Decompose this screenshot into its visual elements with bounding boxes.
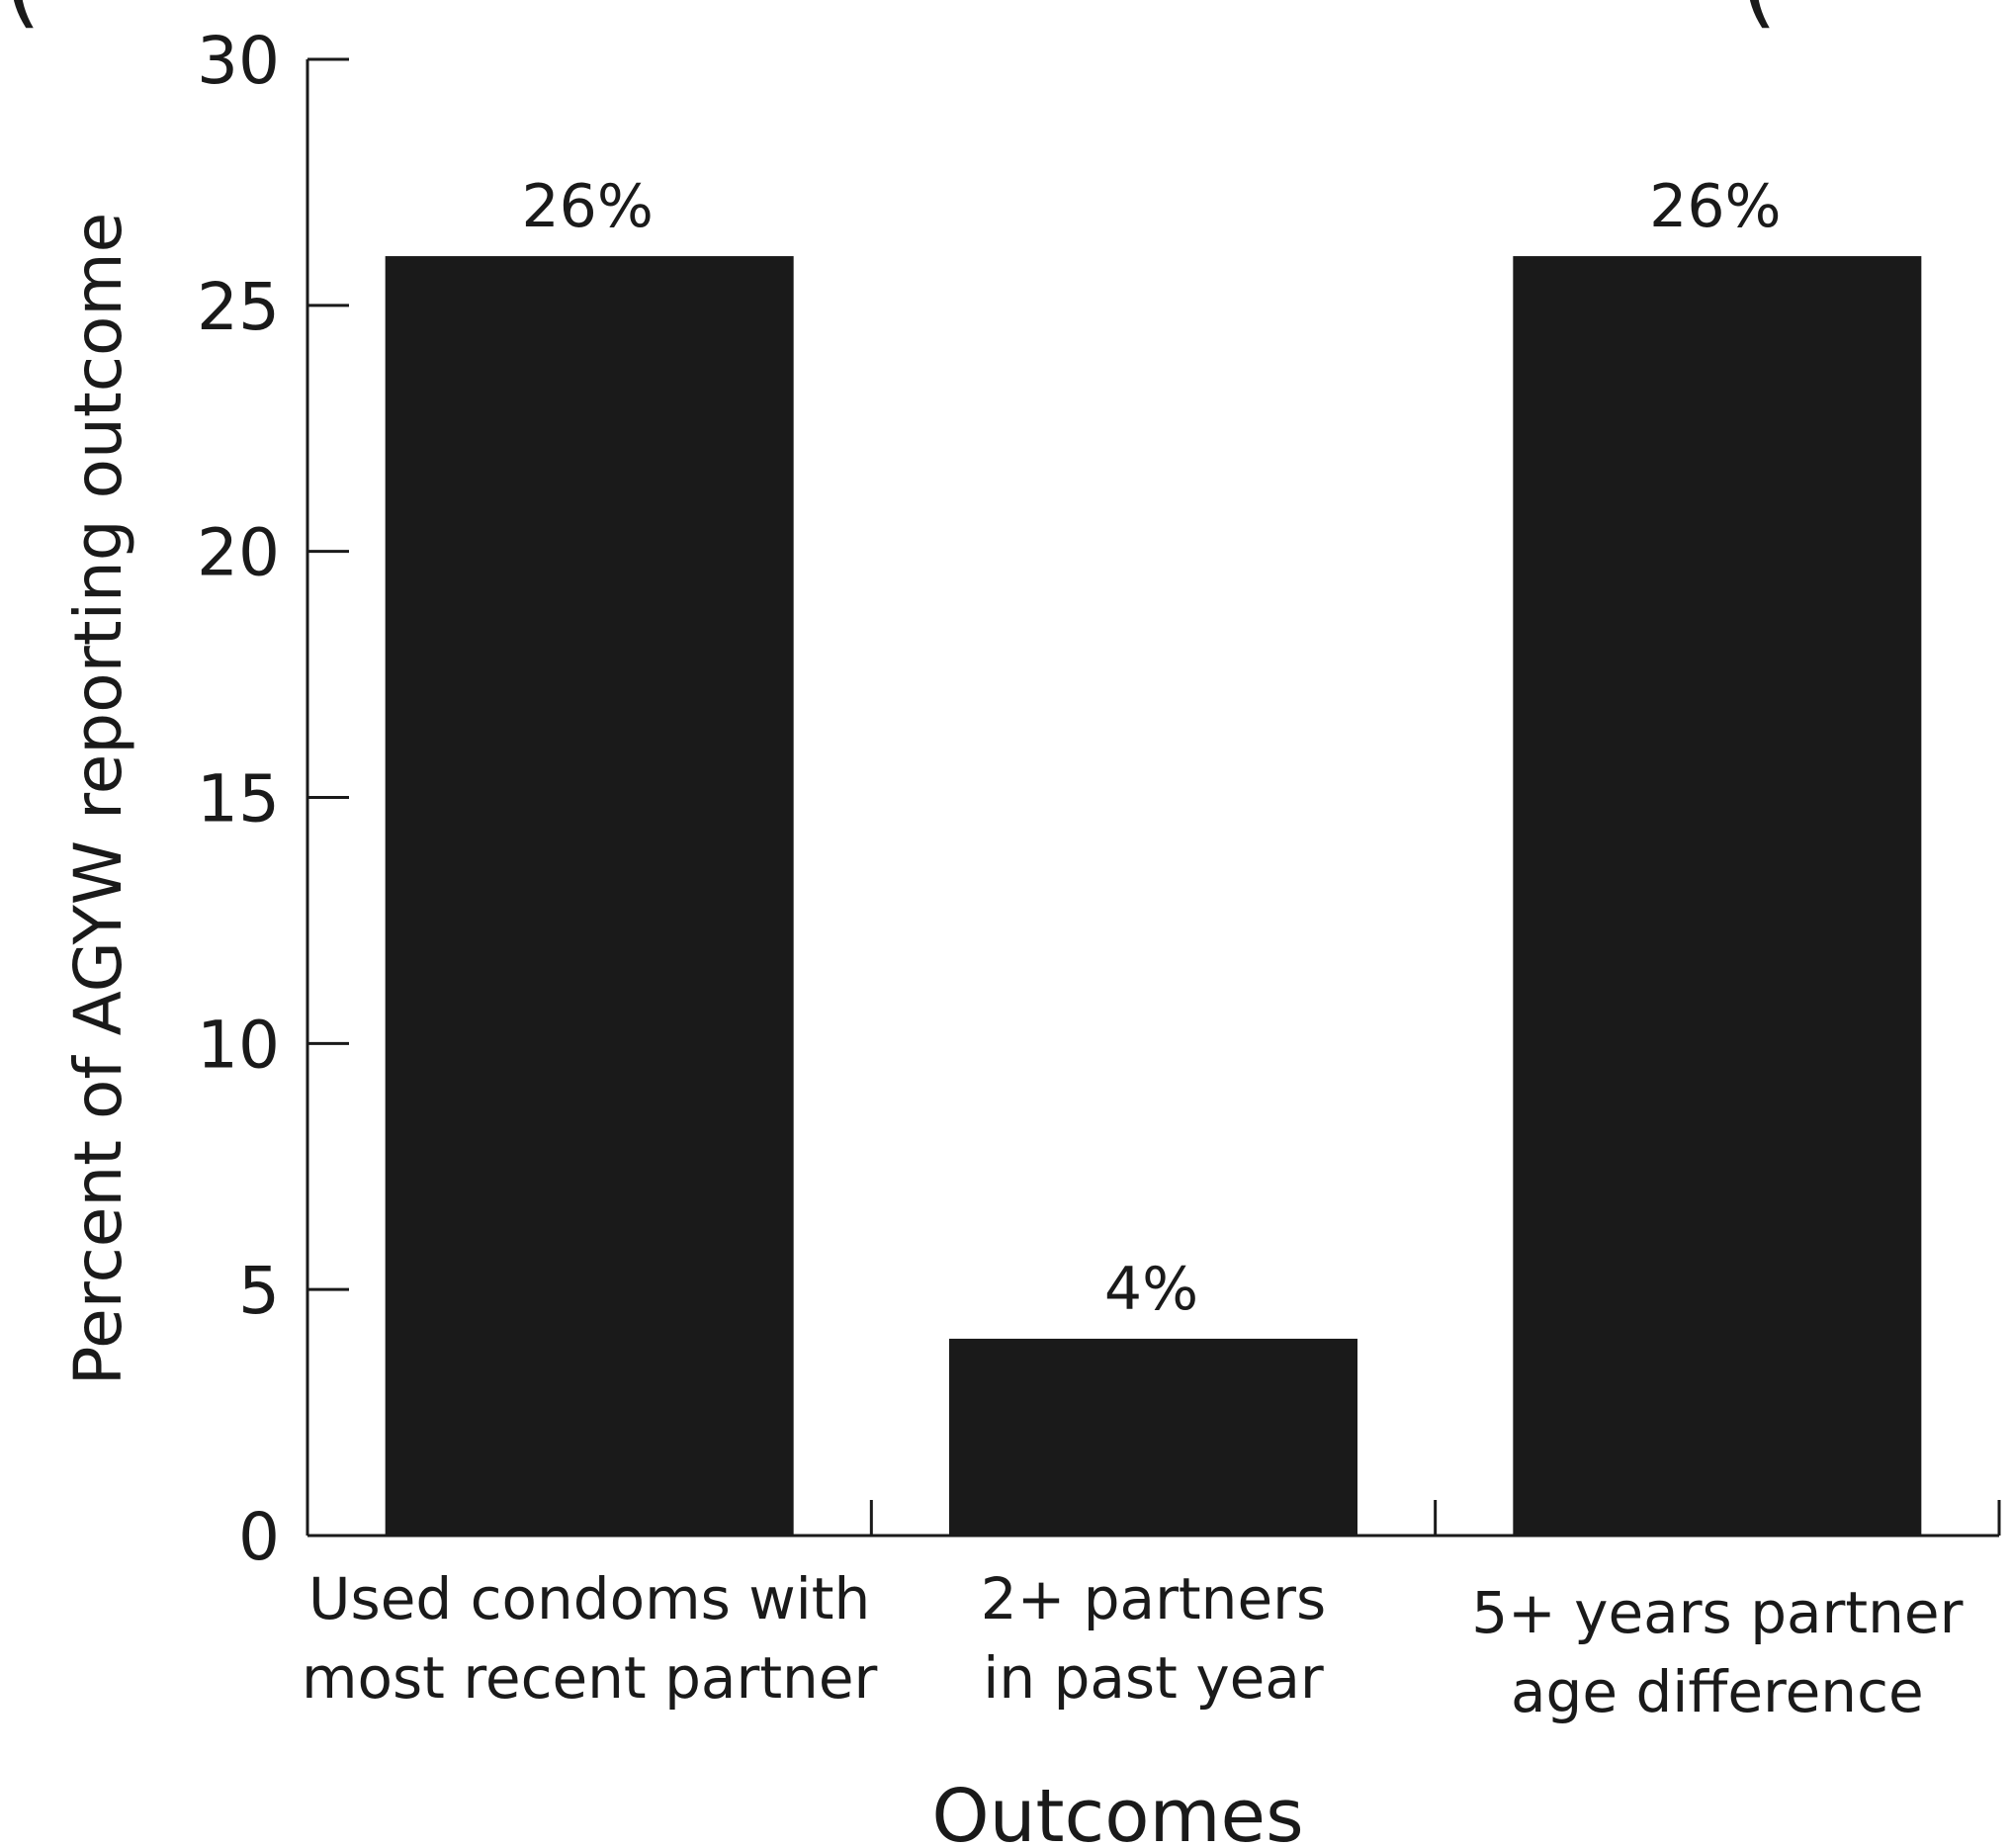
y-tick-label: 30: [197, 23, 280, 99]
x-axis-ticks: [869, 1500, 2001, 1536]
plot-area: 26% 4% 26%: [385, 172, 1922, 1537]
category-labels: Used condoms with most recent partner 2+ p…: [302, 1565, 1964, 1725]
x-category-label: 5+ years partner age difference: [1471, 1579, 1963, 1725]
clipped-top-text-right: (: [1740, 0, 1777, 39]
bar-value-label: 4%: [1104, 1255, 1198, 1324]
y-tick-label: 15: [197, 761, 280, 837]
y-tick-label: 5: [238, 1253, 280, 1329]
x-axis-title: Outcomes: [931, 1774, 1303, 1848]
bar: [385, 256, 794, 1537]
y-tick-label: 25: [197, 269, 280, 345]
x-category-label: Used condoms with most recent partner: [302, 1565, 878, 1712]
bar-value-label: 26%: [1649, 172, 1781, 241]
y-tick-label: 20: [197, 515, 280, 591]
bar: [1513, 256, 1922, 1537]
y-axis-ticks: 0 5 10 15 20 25 30: [197, 23, 349, 1575]
y-axis-title: Percent of AGYW reporting outcome: [60, 213, 136, 1386]
bar: [949, 1338, 1357, 1536]
y-tick-label: 0: [238, 1499, 280, 1575]
y-tick-label: 10: [197, 1007, 280, 1083]
x-category-label: 2+ partners in past year: [981, 1565, 1326, 1712]
bar-value-label: 26%: [521, 172, 653, 241]
clipped-top-text-left: (: [4, 0, 41, 39]
